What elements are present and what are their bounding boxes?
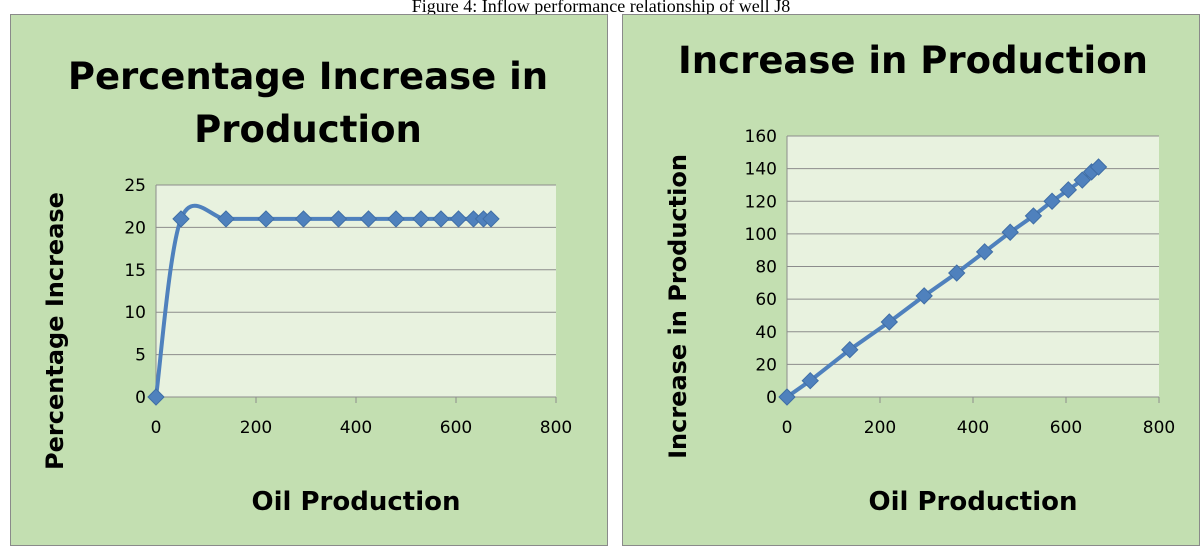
data-point-marker xyxy=(880,313,899,331)
y-tick-label: 5 xyxy=(135,346,146,366)
data-point-marker xyxy=(449,210,468,228)
x-tick-label: 400 xyxy=(957,418,989,438)
x-tick-label: 0 xyxy=(782,418,793,438)
data-point-marker xyxy=(482,210,500,228)
y-tick-label: 10 xyxy=(124,303,146,323)
x-tick-label: 800 xyxy=(1143,418,1175,438)
chart-svg-percentage-increase: Percentage Increase in Production 0 5 10 15 20… xyxy=(41,55,572,517)
y-tick-label: 40 xyxy=(755,323,777,343)
data-point-marker xyxy=(1001,223,1019,241)
y-tick-label: 60 xyxy=(755,290,777,310)
y-tick-label: 140 xyxy=(745,160,777,180)
y-tick-label: 100 xyxy=(745,225,777,245)
x-axis-label: Oil Production xyxy=(869,487,1078,517)
x-tick-label: 200 xyxy=(240,418,272,438)
y-tick-label: 0 xyxy=(766,388,777,408)
data-point-marker xyxy=(217,210,235,228)
y-axis-label: Percentage Increase xyxy=(41,192,69,470)
data-point-marker xyxy=(147,388,165,406)
data-point-marker xyxy=(329,210,348,228)
chart-title-line: Percentage Increase in xyxy=(68,55,548,98)
data-point-marker xyxy=(432,210,450,228)
y-tick-label: 25 xyxy=(124,176,146,196)
y-tick-label: 0 xyxy=(135,388,146,408)
x-tick-label: 0 xyxy=(151,418,162,438)
chart-title-line: Production xyxy=(194,108,422,151)
data-point-marker xyxy=(778,388,796,406)
y-tick-label: 20 xyxy=(124,218,146,238)
data-point-marker xyxy=(1024,207,1043,225)
data-point-marker xyxy=(172,210,190,228)
data-point-marker xyxy=(294,210,313,228)
x-tick-label: 600 xyxy=(1050,418,1082,438)
y-tick-label: 80 xyxy=(755,258,777,278)
chart-percentage-increase: Percentage Increase in Production 0 5 10 15 20… xyxy=(10,14,608,546)
data-point-marker xyxy=(801,371,819,390)
data-point-marker xyxy=(257,210,275,228)
x-axis-label: Oil Production xyxy=(252,487,461,517)
data-point-marker xyxy=(915,287,933,305)
x-tick-label: 800 xyxy=(540,418,572,438)
x-tick-label: 400 xyxy=(340,418,372,438)
y-tick-label: 15 xyxy=(124,261,146,281)
data-point-marker xyxy=(841,340,859,359)
data-point-marker xyxy=(975,243,994,261)
chart-svg-increase-in-production: Increase in Production 0 20 40 60 80 100 120 140… xyxy=(664,39,1175,517)
y-axis-label: Increase in Production xyxy=(664,154,692,459)
x-tick-label: 200 xyxy=(864,418,896,438)
chart-increase-in-production: Increase in Production 0 20 40 60 80 100 120 140… xyxy=(622,14,1200,546)
data-point-marker xyxy=(387,210,405,228)
data-point-marker xyxy=(1089,158,1108,176)
data-point-marker xyxy=(1059,181,1078,199)
figure-caption: Figure 4: Inflow performance relationshi… xyxy=(411,0,791,16)
y-tick-label: 20 xyxy=(755,355,777,375)
chart-title-line: Increase in Production xyxy=(678,39,1148,82)
data-point-marker xyxy=(1073,171,1091,189)
data-point-marker xyxy=(359,210,378,228)
data-point-marker xyxy=(948,264,966,282)
data-point-marker xyxy=(412,210,430,228)
y-tick-label: 120 xyxy=(745,192,777,212)
y-tick-label: 160 xyxy=(745,127,777,147)
data-point-marker xyxy=(1043,192,1061,210)
x-tick-label: 600 xyxy=(440,418,472,438)
